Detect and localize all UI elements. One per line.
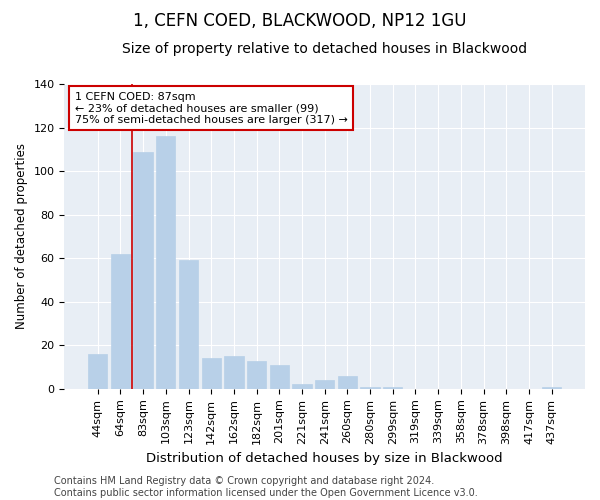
Bar: [338, 376, 357, 389]
Bar: [224, 356, 244, 389]
Bar: [247, 360, 266, 389]
Bar: [269, 365, 289, 389]
Bar: [133, 152, 153, 389]
Bar: [179, 260, 198, 389]
Bar: [88, 354, 107, 389]
X-axis label: Distribution of detached houses by size in Blackwood: Distribution of detached houses by size …: [146, 452, 503, 465]
Bar: [542, 386, 562, 389]
Bar: [202, 358, 221, 389]
Text: Contains HM Land Registry data © Crown copyright and database right 2024.
Contai: Contains HM Land Registry data © Crown c…: [54, 476, 478, 498]
Text: 1, CEFN COED, BLACKWOOD, NP12 1GU: 1, CEFN COED, BLACKWOOD, NP12 1GU: [133, 12, 467, 30]
Bar: [156, 136, 175, 389]
Title: Size of property relative to detached houses in Blackwood: Size of property relative to detached ho…: [122, 42, 527, 56]
Y-axis label: Number of detached properties: Number of detached properties: [15, 144, 28, 330]
Bar: [111, 254, 130, 389]
Bar: [383, 386, 403, 389]
Text: 1 CEFN COED: 87sqm
← 23% of detached houses are smaller (99)
75% of semi-detache: 1 CEFN COED: 87sqm ← 23% of detached hou…: [75, 92, 347, 125]
Bar: [315, 380, 334, 389]
Bar: [361, 386, 380, 389]
Bar: [292, 384, 311, 389]
